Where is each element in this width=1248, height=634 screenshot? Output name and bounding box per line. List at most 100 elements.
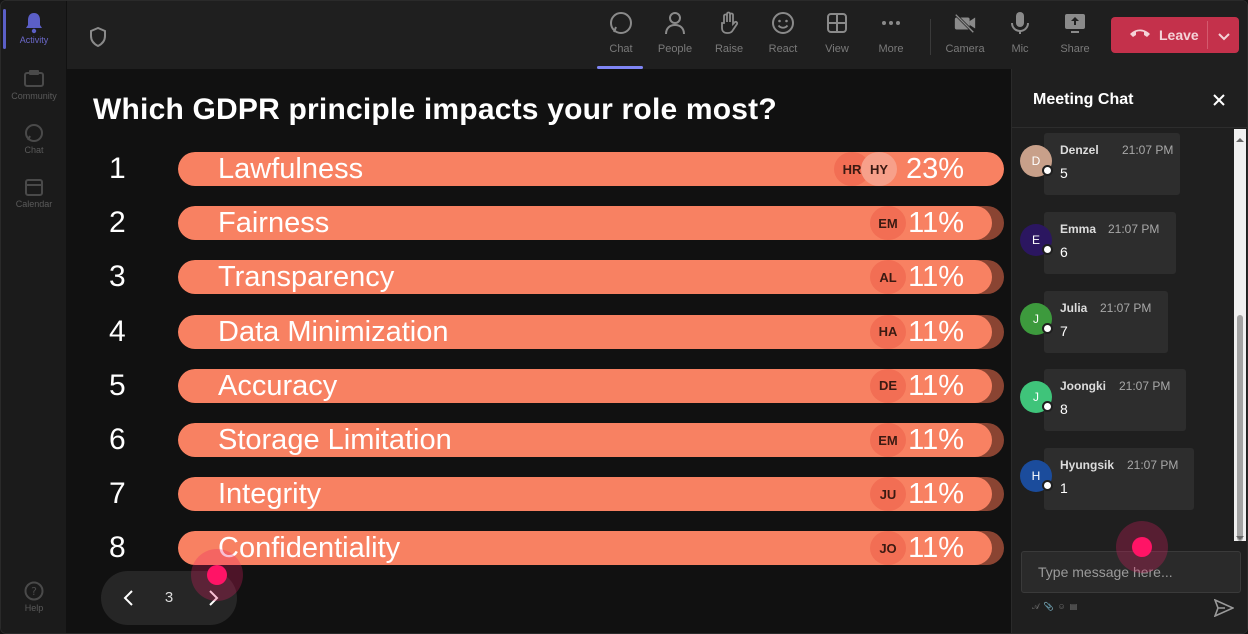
option-percent: 23% <box>905 153 964 185</box>
send-icon[interactable] <box>1213 598 1235 622</box>
poll-results: Which GDPR principle impacts your role m… <box>67 69 1011 633</box>
poll-option: 3 Transparency AL 11% <box>67 259 1011 295</box>
svg-text:?: ? <box>31 585 37 598</box>
chat-icon <box>609 11 633 35</box>
toolbar-raise-button[interactable]: Raise <box>705 11 753 61</box>
toolbar-button-label: View <box>825 43 849 55</box>
option-label: Storage Limitation <box>218 424 452 456</box>
sender-name: Emma <box>1060 221 1097 236</box>
voter-avatar: DE <box>870 368 906 403</box>
message-text: 8 <box>1060 401 1068 418</box>
help-icon: ? <box>24 581 44 601</box>
option-number: 8 <box>109 531 126 565</box>
chevron-left-icon[interactable] <box>117 586 141 615</box>
message-time: 21:07 PM <box>1127 458 1179 473</box>
phone-hangup-icon <box>1129 26 1151 44</box>
rail-item-label: Calendar <box>15 199 53 209</box>
chat-title: Meeting Chat <box>1033 91 1134 108</box>
toolbar-button-label: Mic <box>1011 43 1029 55</box>
result-bar-fill <box>178 531 992 566</box>
attach-icon[interactable]: 📎 <box>1043 602 1054 611</box>
result-bar: Accuracy DE 11% <box>178 368 1004 403</box>
toolbar-divider <box>930 19 931 55</box>
message-bubble: Emma 21:07 PM 6 <box>1044 211 1176 274</box>
chevron-right-icon[interactable] <box>201 586 225 615</box>
rail-item-label: Activity <box>19 35 49 45</box>
result-bar-fill <box>178 206 992 241</box>
scroll-up-icon[interactable] <box>1236 131 1244 149</box>
format-toolbar: 𝒜 📎 ☺ ▤ <box>1032 602 1077 612</box>
result-bar: Confidentiality JO 11% <box>178 531 1004 566</box>
presence-dot <box>1042 322 1053 334</box>
result-bar-fill <box>178 477 992 512</box>
bell-icon <box>24 13 44 34</box>
rail-item-community[interactable]: Community <box>1 69 67 101</box>
message-time: 21:07 PM <box>1108 221 1160 236</box>
toolbar-button-label: Chat <box>609 43 633 55</box>
chat-scrollbar[interactable] <box>1234 129 1246 541</box>
rail-item-help[interactable]: ? Help <box>1 581 67 613</box>
scroll-down-icon[interactable] <box>1236 529 1244 547</box>
message-text: 5 <box>1060 165 1068 181</box>
toolbar-share-button[interactable]: Share <box>1051 11 1099 61</box>
option-percent: 11% <box>908 478 964 511</box>
result-bar: Fairness EM 11% <box>178 206 1004 241</box>
result-bar-fill <box>178 423 992 457</box>
option-percent: 11% <box>908 207 964 240</box>
grid-icon <box>825 11 849 35</box>
voter-avatar: EM <box>870 206 906 241</box>
toolbar-button-label: Share <box>1060 43 1090 55</box>
result-bar: Lawfulness HR HY 23% <box>178 152 1004 186</box>
leave-button[interactable]: Leave <box>1111 17 1239 53</box>
toolbar-button-label: Raise <box>714 43 744 55</box>
sender-name: Joongki <box>1060 379 1107 394</box>
rail-item-label: Help <box>24 603 44 613</box>
calendar-icon <box>24 177 44 197</box>
voter-avatar: JU <box>870 477 906 512</box>
toolbar-button-label: React <box>768 43 798 55</box>
rail-item-calendar[interactable]: Calendar <box>1 177 67 209</box>
option-number: 5 <box>109 368 126 402</box>
chat-message-input[interactable] <box>1021 551 1241 593</box>
emoji-icon[interactable]: ☺ <box>1057 602 1066 611</box>
option-number: 7 <box>109 477 126 511</box>
chat-header-divider <box>1012 127 1247 128</box>
result-bar: Integrity JU 11% <box>178 477 1004 512</box>
rail-item-activity[interactable]: Activity <box>1 13 67 45</box>
result-bar: Storage Limitation EM 11% <box>178 423 1004 457</box>
voter-avatar: EM <box>870 423 906 457</box>
scrollbar-thumb[interactable] <box>1237 315 1243 541</box>
presence-dot <box>1042 480 1053 492</box>
result-bar: Data Minimization HA 11% <box>178 314 1004 349</box>
voter-avatar: HA <box>870 314 906 349</box>
toolbar-button-label: Camera <box>945 43 985 55</box>
poll-option: 7 Integrity JU 11% <box>67 476 1011 512</box>
option-number: 6 <box>109 423 126 456</box>
toolbar-camera-button[interactable]: Camera <box>941 11 989 61</box>
toolbar-mic-button[interactable]: Mic <box>996 11 1044 61</box>
result-bar: Transparency AL 11% <box>178 260 1004 295</box>
toolbar-view-button[interactable]: View <box>813 11 861 61</box>
presence-dot <box>1042 165 1053 176</box>
option-number: 3 <box>109 260 126 294</box>
rail-item-chat[interactable]: Chat <box>1 123 67 155</box>
gif-icon[interactable]: ▤ <box>1069 602 1078 611</box>
close-icon[interactable] <box>1212 93 1226 112</box>
toolbar-more-button[interactable]: More <box>867 11 915 61</box>
people-icon <box>663 11 687 35</box>
poll-option: 1 Lawfulness HR HY 23% <box>67 151 1011 187</box>
option-number: 1 <box>109 152 126 185</box>
result-bar-fill <box>178 314 992 349</box>
presence-dot <box>1042 401 1053 413</box>
sender-name: Denzel <box>1060 143 1099 157</box>
toolbar-react-button[interactable]: React <box>759 11 807 61</box>
chevron-down-icon[interactable] <box>1217 29 1231 47</box>
toolbar-chat-button[interactable]: Chat <box>597 11 645 69</box>
toolbar-people-button[interactable]: People <box>651 11 699 61</box>
option-percent: 11% <box>908 369 964 402</box>
hand-icon <box>717 11 741 35</box>
format-icon[interactable]: 𝒜 <box>1032 602 1040 611</box>
leave-divider <box>1207 21 1208 49</box>
rail-item-label: Community <box>11 91 57 101</box>
message-time: 21:07 PM <box>1119 379 1171 394</box>
